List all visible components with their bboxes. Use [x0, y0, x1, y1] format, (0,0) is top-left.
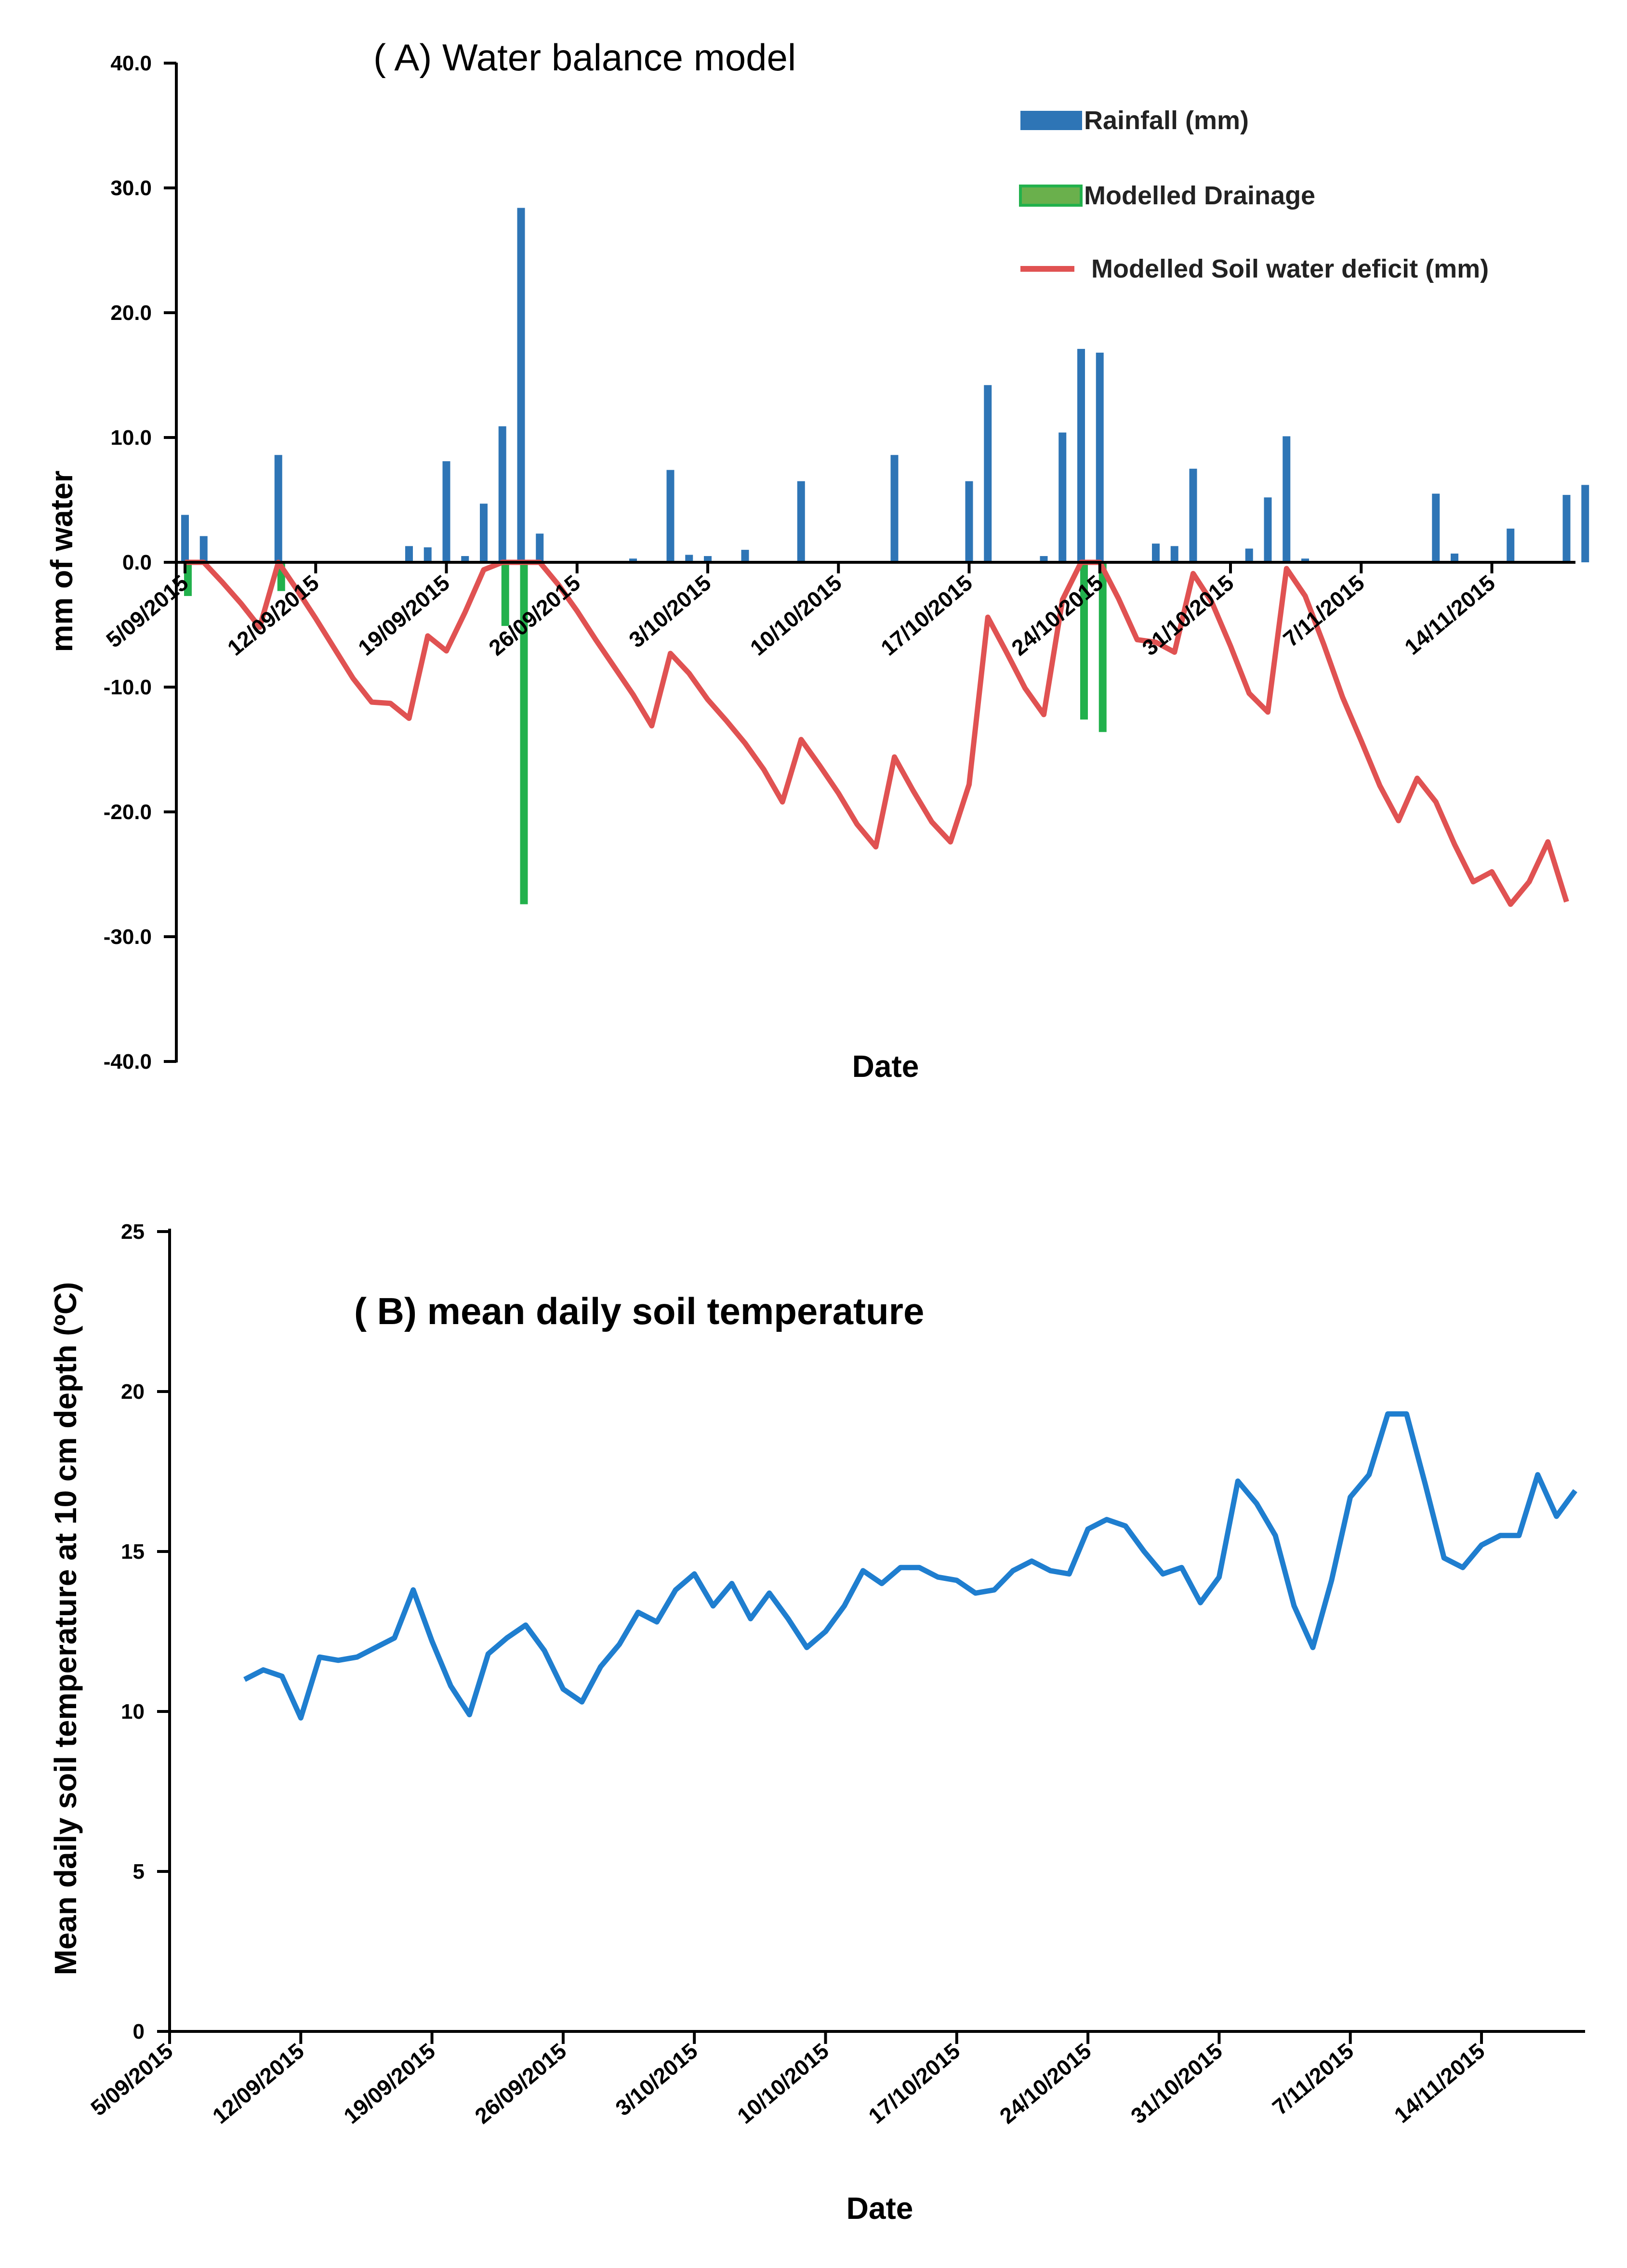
panel-b-x-tick-label: 12/09/2015 — [208, 2038, 309, 2129]
rainfall-bar — [965, 481, 973, 562]
rainfall-bar — [1096, 352, 1104, 562]
panel-a-y-tick-label: -40.0 — [104, 1050, 152, 1074]
rainfall-bar — [536, 533, 544, 562]
panel-a-water-balance-chart: ( A) Water balance model 40.0 30.0 20.0 10.… — [44, 36, 1589, 1084]
panel-b-x-tick-label: 3/10/2015 — [610, 2038, 702, 2121]
panel-b-y-ticks: 25 20 15 10 5 0 — [121, 1220, 170, 2043]
drainage-bar — [1080, 562, 1088, 720]
rainfall-bar — [498, 426, 506, 562]
rainfall-bar — [1507, 529, 1515, 562]
panel-a-y-ticks: 40.0 30.0 20.0 10.0 0.0 -10.0 -20.0 -30.0 -40.0 — [104, 52, 176, 1074]
panel-b-y-tick-label: 15 — [121, 1540, 145, 1564]
panel-b-y-tick-label: 5 — [133, 1860, 145, 1883]
panel-a-x-tick-label: 3/10/2015 — [624, 570, 715, 652]
legend-deficit-label: Modelled Soil water deficit (mm) — [1091, 254, 1489, 283]
panel-b-y-tick-label: 20 — [121, 1380, 145, 1404]
panel-a-y-tick-label: 40.0 — [110, 52, 152, 75]
panel-a-y-axis-title: mm of water — [44, 471, 79, 652]
panel-a-legend: Rainfall (mm) Modelled Drainage Modelled… — [1019, 106, 1489, 283]
panel-b-y-tick-label: 0 — [133, 2020, 145, 2043]
rainfall-bar — [199, 536, 208, 562]
panel-a-y-tick-label: 10.0 — [110, 426, 152, 450]
rainfall-bar — [629, 558, 637, 562]
rainfall-bar — [1077, 349, 1085, 562]
panel-a-y-tick-label: 0.0 — [122, 551, 152, 574]
rainfall-bar — [1189, 468, 1197, 562]
rainfall-bar — [1562, 495, 1571, 562]
panel-a-x-tick-label: 31/10/2015 — [1138, 570, 1239, 661]
panel-a-y-tick-label: -30.0 — [104, 925, 152, 949]
panel-a-y-tick-label: -20.0 — [104, 800, 152, 824]
panel-b-x-axis-title: Date — [847, 2191, 913, 2226]
rainfall-bar — [704, 556, 712, 562]
panel-b-x-tick-label: 31/10/2015 — [1126, 2038, 1227, 2129]
rainfall-bar — [442, 461, 450, 562]
rainfall-bar — [1170, 546, 1178, 562]
rainfall-bar — [1301, 558, 1309, 562]
panel-b-y-tick-label: 10 — [121, 1700, 145, 1724]
rainfall-bar — [1245, 548, 1253, 562]
panel-b-x-tick-label: 10/10/2015 — [732, 2038, 833, 2129]
rainfall-bar — [480, 504, 488, 562]
rainfall-bar — [461, 556, 469, 562]
panel-a-x-tick-label: 17/10/2015 — [876, 570, 977, 661]
rainfall-bar — [1040, 556, 1048, 562]
deficit-line — [185, 559, 1569, 907]
panel-b-y-axis-title: Mean daily soil temperature at 10 cm dep… — [48, 1282, 83, 1976]
rainfall-bar — [1283, 436, 1291, 562]
rainfall-bar — [685, 555, 693, 562]
rainfall-bar — [517, 208, 525, 562]
rainfall-bar — [1432, 493, 1440, 562]
panel-b-x-tick-label: 7/11/2015 — [1268, 2038, 1358, 2120]
legend-rainfall-swatch — [1020, 111, 1082, 130]
panel-b-x-tick-label: 19/09/2015 — [339, 2038, 440, 2129]
panel-b-y-tick-label: 25 — [121, 1220, 145, 1244]
rainfall-bar — [666, 470, 675, 562]
rainfall-bar — [797, 481, 805, 562]
panel-a-x-tick-label: 14/11/2015 — [1400, 570, 1500, 660]
rainfall-bar — [423, 547, 432, 562]
panel-a-y-tick-label: 20.0 — [110, 301, 152, 325]
legend-rainfall-label: Rainfall (mm) — [1084, 106, 1249, 135]
rainfall-bar — [181, 515, 189, 562]
rainfall-bar — [1581, 485, 1589, 562]
panel-a-x-tick-label: 10/10/2015 — [745, 570, 847, 661]
temperature-line — [243, 1411, 1577, 1721]
panel-a-y-tick-label: 30.0 — [110, 176, 152, 200]
rainfall-bar — [984, 385, 992, 562]
rainfall-bar — [274, 455, 282, 562]
panel-a-title: ( A) Water balance model — [373, 36, 796, 79]
rainfall-bar — [890, 455, 899, 562]
rainfall-bar — [1058, 432, 1067, 562]
legend-drainage-label: Modelled Drainage — [1084, 181, 1315, 210]
panel-a-x-tick-label: 26/09/2015 — [484, 570, 585, 661]
rainfall-bar — [741, 550, 749, 562]
panel-b-x-tick-label: 26/09/2015 — [470, 2038, 571, 2129]
rainfall-bar — [1264, 497, 1272, 562]
rainfall-bar — [1451, 553, 1458, 562]
panel-b-x-ticks: 5/09/2015 12/09/2015 19/09/2015 26/09/2015 3… — [86, 2031, 1489, 2129]
panel-a-deficit-line — [185, 559, 1569, 907]
panel-b-temperature-line — [243, 1411, 1577, 1721]
drainage-bar — [1098, 562, 1107, 732]
panel-a-bars — [181, 208, 1589, 904]
drainage-bar — [520, 562, 528, 904]
drainage-bar — [501, 562, 509, 626]
panel-b-x-tick-label: 14/11/2015 — [1389, 2038, 1490, 2128]
panel-a-y-tick-label: -10.0 — [104, 676, 152, 699]
panel-b-x-tick-label: 24/10/2015 — [995, 2038, 1096, 2129]
panel-b-title: ( B) mean daily soil temperature — [354, 1290, 924, 1332]
panel-b-x-tick-label: 5/09/2015 — [86, 2038, 177, 2121]
panel-b-x-tick-label: 17/10/2015 — [863, 2038, 965, 2129]
panel-b-soil-temperature-chart: ( B) mean daily soil temperature 25 20 15 1… — [48, 1220, 1585, 2226]
legend-drainage-swatch — [1019, 185, 1083, 207]
panel-a-x-axis-title: Date — [852, 1049, 919, 1084]
rainfall-bar — [405, 546, 413, 562]
rainfall-bar — [1152, 544, 1160, 562]
panel-a-x-tick-label: 5/09/2015 — [101, 570, 193, 652]
